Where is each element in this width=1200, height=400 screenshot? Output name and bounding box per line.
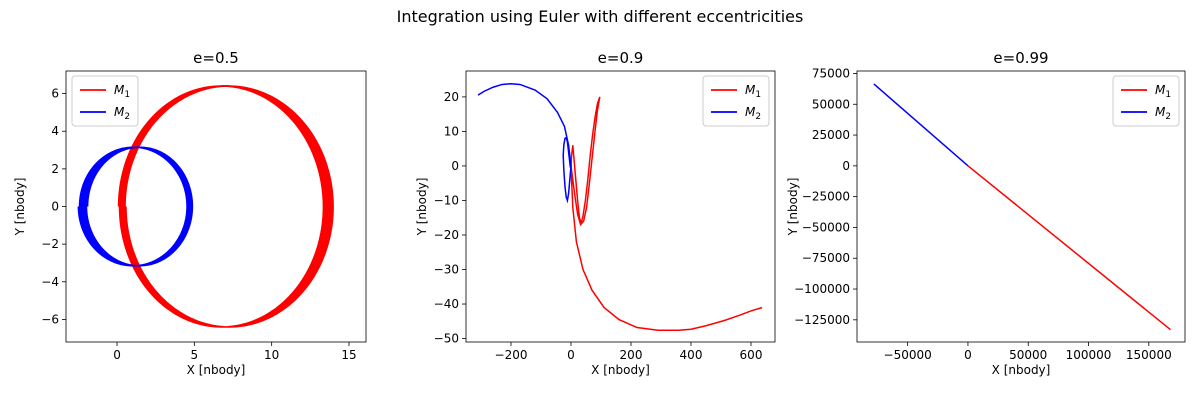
y-tick-label: 0 — [451, 159, 459, 173]
x-tick-label: 0 — [964, 348, 972, 362]
subplot-title: e=0.99 — [993, 49, 1048, 67]
y-axis-label: Y [nbody] — [415, 178, 429, 237]
x-tick-label: 0 — [113, 348, 121, 362]
series-line-m2 — [477, 83, 572, 204]
series-line-m2 — [873, 83, 969, 167]
subplot-title: e=0.5 — [193, 49, 239, 67]
y-tick-label: −40 — [434, 297, 459, 311]
y-tick-label: −30 — [434, 263, 459, 277]
y-tick-label: 0 — [51, 200, 59, 214]
y-tick-label: −20 — [434, 228, 459, 242]
x-tick-label: 0 — [567, 348, 575, 362]
y-axis-label: Y [nbody] — [786, 178, 800, 237]
y-tick-label: −2 — [41, 237, 59, 251]
subplot-2: −200 0 200 400 600 −50 −40 −30 −20 −10 0 10 20 e=0.9 X… — [415, 49, 776, 377]
x-tick-label: 15 — [341, 348, 356, 362]
x-axis-label: X [nbody] — [187, 363, 246, 377]
x-tick-label: 150000 — [1126, 348, 1172, 362]
y-tick-label: −100000 — [794, 282, 850, 296]
x-tick-label: 600 — [740, 348, 763, 362]
y-tick-label: −25000 — [802, 190, 850, 204]
y-tick-label: 75000 — [812, 66, 850, 80]
legend-box — [71, 75, 139, 127]
x-tick-label: 200 — [620, 348, 643, 362]
x-tick-label: 400 — [680, 348, 703, 362]
y-tick-label: −10 — [434, 193, 459, 207]
x-tick-label: −200 — [495, 348, 528, 362]
x-tick-label: −50000 — [884, 348, 932, 362]
y-tick-label: 4 — [51, 124, 59, 138]
axes-frame — [856, 70, 1186, 343]
y-tick-label: −50 — [434, 332, 459, 346]
subplot-title: e=0.9 — [598, 49, 644, 67]
series-line-m1 — [117, 85, 334, 328]
y-tick-label: 2 — [51, 162, 59, 176]
y-tick-label: 10 — [444, 124, 459, 138]
y-tick-label: 6 — [51, 87, 59, 101]
series-line-m1 — [967, 165, 1172, 331]
y-tick-label: 20 — [444, 90, 459, 104]
legend-box — [1112, 75, 1180, 127]
axes-frame — [465, 70, 776, 343]
y-tick-label: 25000 — [812, 128, 850, 142]
y-tick-label: 0 — [842, 159, 850, 173]
x-tick-label: 50000 — [1009, 348, 1047, 362]
subplot-3: −50000 0 50000 100000 150000 −125000 −100000 −7… — [786, 49, 1186, 377]
y-tick-label: −6 — [41, 312, 59, 326]
x-tick-label: 100000 — [1066, 348, 1112, 362]
x-axis-label: X [nbody] — [591, 363, 650, 377]
subplot-1: 0 5 10 15 −6 −4 −2 0 2 4 6 e=0.5 X [nbody] Y [nbody] M… — [13, 49, 367, 377]
x-tick-label: 5 — [191, 348, 199, 362]
y-tick-label: 50000 — [812, 97, 850, 111]
series-line-m2 — [77, 146, 194, 267]
y-tick-label: −4 — [41, 275, 59, 289]
x-tick-label: 10 — [264, 348, 279, 362]
y-tick-label: −125000 — [794, 313, 850, 327]
y-axis-label: Y [nbody] — [13, 178, 27, 237]
figure-suptitle: Integration using Euler with different e… — [397, 7, 804, 26]
x-axis-label: X [nbody] — [992, 363, 1051, 377]
series-line-m1 — [570, 96, 763, 332]
y-tick-label: −75000 — [802, 251, 850, 265]
legend-box — [702, 75, 770, 127]
y-tick-label: −50000 — [802, 220, 850, 234]
